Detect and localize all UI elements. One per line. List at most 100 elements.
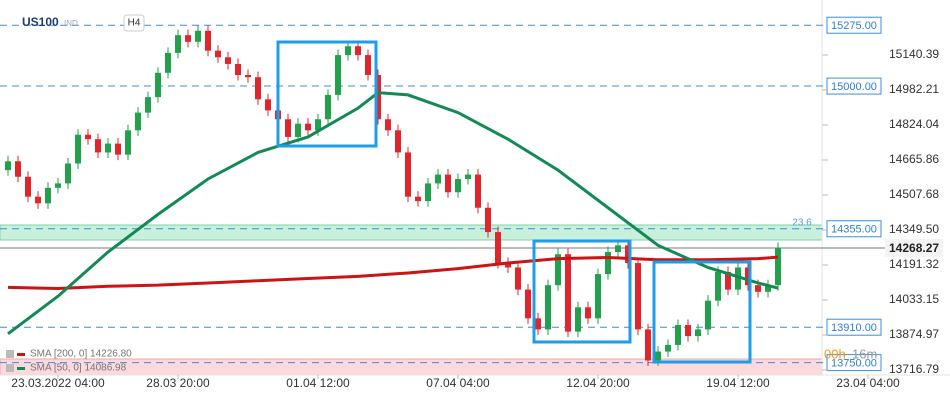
price-level-label: 14355.00: [831, 224, 877, 236]
x-tick-label: 01.04 12:00: [286, 376, 350, 390]
candle-body: [95, 139, 101, 153]
timeframe[interactable]: H4: [128, 18, 141, 29]
legend-icon: [6, 364, 14, 372]
y-tick-label: 14507.68: [889, 187, 939, 201]
candle-body: [295, 123, 301, 137]
pattern-box: [652, 260, 752, 364]
candle-body: [635, 263, 641, 330]
candle-body: [505, 263, 511, 268]
candle-body: [245, 75, 251, 78]
candle-body: [135, 112, 141, 131]
candle-body: [555, 254, 561, 286]
candle-body: [665, 344, 671, 352]
candle-body: [715, 271, 721, 301]
candle-body: [405, 152, 411, 197]
candle-body: [105, 143, 111, 153]
candle-body: [175, 35, 181, 53]
y-tick-label: 13716.79: [889, 362, 939, 376]
candle-body: [595, 274, 601, 319]
y-tick-label: 14665.86: [889, 152, 939, 166]
candle-body: [25, 176, 31, 197]
y-tick-label: 13874.97: [889, 327, 939, 341]
price-level-box: [826, 220, 882, 238]
candle-body: [35, 196, 41, 204]
candle-body: [705, 300, 711, 330]
timeframe-box[interactable]: [123, 14, 145, 32]
y-tick-label: 14349.50: [889, 222, 939, 236]
countdown-hours: 00h: [824, 346, 846, 361]
candle-body: [15, 161, 21, 177]
y-tick-label: 14191.32: [889, 257, 939, 271]
candle-body: [465, 174, 471, 179]
price-level-box: [826, 318, 882, 336]
x-tick-label: 23.03.2022 04:00: [11, 376, 105, 390]
candle-body: [755, 285, 761, 292]
candle-body: [165, 52, 171, 73]
candle-body: [235, 63, 241, 75]
candle-body: [425, 183, 431, 202]
candle-body: [725, 271, 731, 290]
candle-body: [535, 318, 541, 330]
x-tick-label: 23.04 04:00: [836, 376, 900, 390]
candle-body: [455, 178, 461, 193]
countdown-minutes: 16m: [852, 346, 877, 361]
candle-body: [65, 163, 71, 184]
x-tick-label: 07.04 04:00: [426, 376, 490, 390]
y-tick-label: 15140.39: [889, 47, 939, 61]
legend-icon: [6, 350, 14, 358]
candle-body: [575, 307, 581, 332]
candle-body: [685, 325, 691, 337]
candle-body: [435, 174, 441, 184]
candle-body: [155, 72, 161, 98]
candle-body: [225, 57, 231, 64]
price-level-label: 13750.00: [831, 358, 877, 370]
candle-body: [775, 247, 781, 286]
candle-body: [525, 289, 531, 319]
candle-body: [395, 130, 401, 153]
candle-body: [205, 30, 211, 51]
candle-body: [585, 307, 591, 319]
moving-average: [7, 91, 779, 336]
candle-body: [475, 174, 481, 208]
candle-body: [255, 77, 261, 100]
pattern-box: [276, 40, 378, 148]
candle-body: [75, 134, 81, 164]
symbol-type: IND: [64, 19, 78, 28]
price-level-label: 13910.00: [831, 322, 877, 334]
y-tick-label: 14824.04: [889, 117, 939, 131]
candle-body: [115, 143, 121, 155]
y-tick-label: 14033.15: [889, 292, 939, 306]
x-tick-label: 12.04 20:00: [566, 376, 630, 390]
candle-body: [495, 232, 501, 264]
candle-body: [365, 55, 371, 75]
candle-body: [45, 187, 51, 204]
candle-body: [345, 46, 351, 56]
symbol: US100: [22, 15, 59, 29]
price-level-label: 15000.00: [831, 81, 877, 93]
price-level-box: [826, 354, 882, 372]
candle-body: [615, 245, 621, 252]
candle-body: [625, 245, 631, 264]
support-zone: [0, 224, 823, 241]
candle-body: [145, 97, 151, 113]
y-tick-label: 14982.21: [889, 82, 939, 96]
candle-body: [325, 94, 331, 120]
candle-body: [125, 130, 131, 155]
candle-body: [265, 99, 271, 111]
candle-body: [55, 183, 61, 188]
candle-body: [85, 134, 91, 140]
candle-body: [655, 351, 661, 361]
legend-label: SMA [50, 0] 14086.98: [30, 363, 127, 374]
legend-label: SMA [200, 0] 14226.80: [30, 349, 132, 360]
x-tick-label: 19.04 12:00: [706, 376, 770, 390]
candle-body: [765, 285, 771, 292]
moving-average: [7, 255, 779, 290]
x-tick-label: 28.03 20:00: [146, 376, 210, 390]
candle-body: [305, 123, 311, 131]
candle-body: [185, 35, 191, 42]
candle-body: [215, 50, 221, 58]
candle-body: [5, 161, 11, 171]
candle-body: [445, 174, 451, 193]
